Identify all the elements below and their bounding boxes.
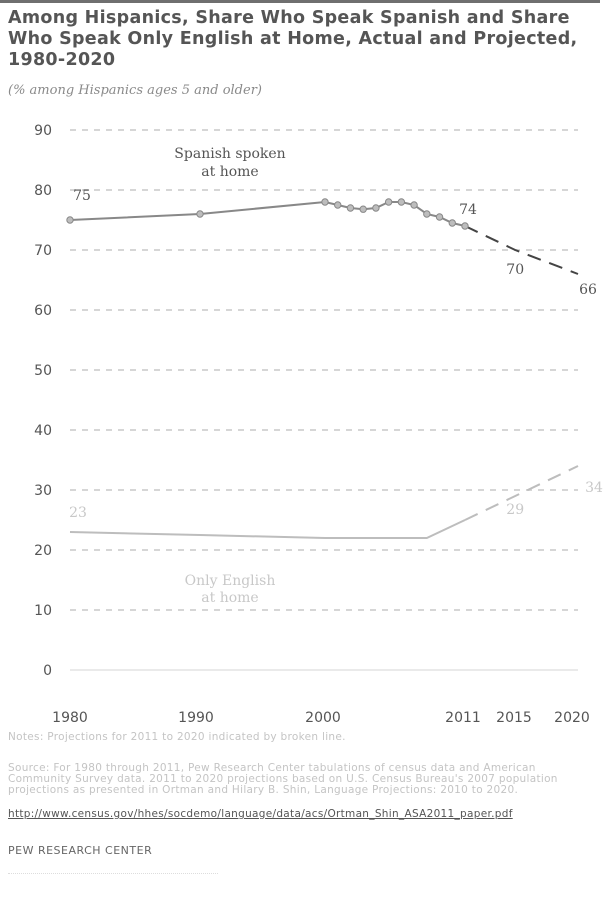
data-point (66, 216, 74, 224)
y-axis-ticks: 0 10 20 30 40 50 60 70 80 90 (34, 123, 52, 679)
chart-source: Source: For 1980 through 2011, Pew Resea… (8, 762, 558, 796)
data-label: 74 (459, 202, 477, 218)
chart-subtitle: (% among Hispanics ages 5 and older) (8, 83, 262, 98)
y-tick-label: 20 (34, 543, 52, 559)
data-labels: 75 74 70 66 23 29 34 (69, 188, 603, 521)
data-point (384, 198, 393, 206)
data-label: 75 (73, 188, 91, 204)
y-tick-label: 30 (34, 483, 52, 499)
x-tick-label: 2015 (496, 710, 532, 726)
gridlines (70, 129, 578, 671)
annotation-english-line2: at home (201, 590, 258, 606)
data-point (321, 198, 329, 206)
y-tick-label: 0 (43, 663, 52, 679)
data-point (423, 210, 431, 218)
data-point (372, 204, 380, 212)
data-point (359, 205, 367, 213)
annotation-english-line1: Only English (185, 573, 276, 589)
x-axis-ticks: 1980 1990 2000 2011 2015 2020 (52, 710, 590, 726)
data-point (410, 201, 418, 209)
y-tick-label: 80 (34, 183, 52, 199)
top-rule (0, 0, 600, 3)
series-line-projected (464, 465, 579, 521)
data-point (334, 201, 342, 209)
annotation-spanish-line1: Spanish spoken (174, 146, 285, 162)
data-label: 66 (579, 282, 597, 298)
data-point (461, 222, 469, 230)
x-tick-label: 1990 (178, 710, 214, 726)
annotation-group-spanish: Spanish spoken at home (174, 146, 285, 180)
data-point (397, 198, 406, 206)
y-tick-label: 70 (34, 243, 52, 259)
annotation-spanish-line2: at home (201, 164, 258, 180)
data-point (346, 204, 355, 212)
y-tick-label: 60 (34, 303, 52, 319)
data-label: 29 (506, 502, 524, 518)
x-tick-label: 1980 (52, 710, 88, 726)
y-tick-label: 50 (34, 363, 52, 379)
chart-notes: Notes: Projections for 2011 to 2020 indi… (8, 731, 346, 743)
data-point (196, 210, 204, 218)
series-line-projected (464, 225, 579, 275)
footer-divider (8, 873, 218, 878)
data-label: 23 (69, 505, 87, 521)
series-line-actual (69, 200, 466, 227)
data-point (448, 219, 456, 227)
y-tick-label: 40 (34, 423, 52, 439)
series-layer (66, 198, 579, 539)
data-label: 70 (506, 262, 524, 278)
pew-credit: PEW RESEARCH CENTER (8, 844, 153, 857)
source-link[interactable]: http://www.census.gov/hhes/socdemo/langu… (8, 808, 513, 820)
data-label: 34 (585, 480, 603, 496)
annotation-group-english: Only English at home (185, 573, 276, 606)
series-line-actual (69, 519, 466, 539)
data-point (435, 213, 444, 221)
y-tick-label: 90 (34, 123, 52, 139)
x-tick-label: 2011 (445, 710, 481, 726)
x-tick-label: 2000 (305, 710, 341, 726)
chart-title: Among Hispanics, Share Who Speak Spanish… (8, 8, 578, 70)
x-tick-label: 2020 (554, 710, 590, 726)
y-tick-label: 10 (34, 603, 52, 619)
